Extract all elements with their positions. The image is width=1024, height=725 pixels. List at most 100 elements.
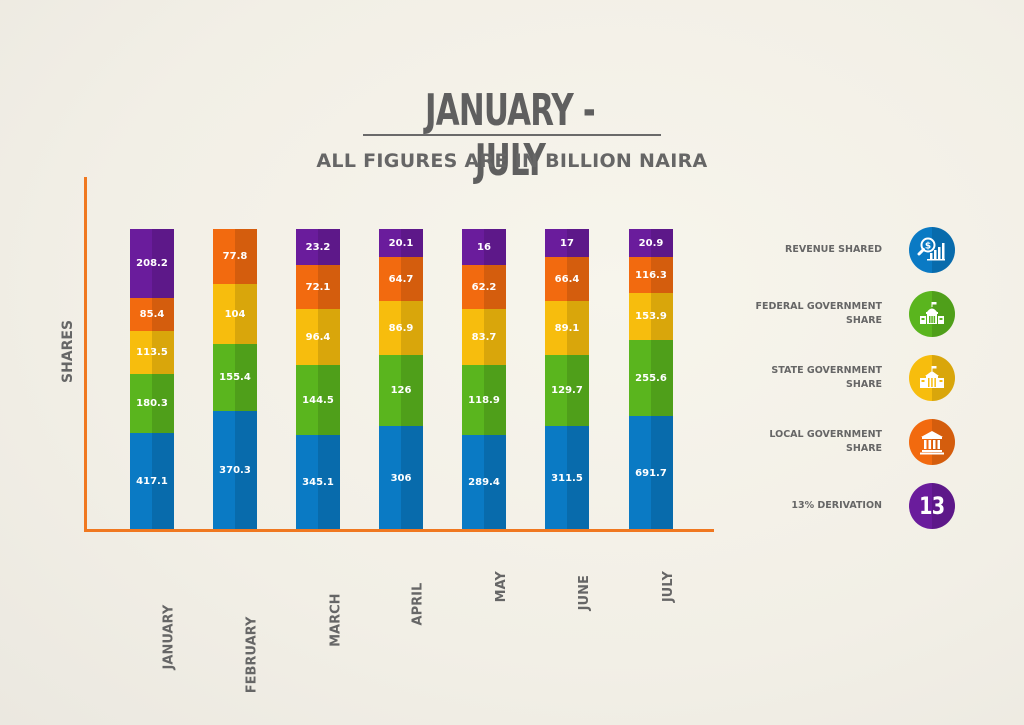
segment-value-label: 62.2: [471, 281, 497, 293]
thirteen-badge-icon: 13: [909, 483, 955, 529]
segment-value-label: 180.3: [136, 398, 168, 409]
bar-segment: 345.1: [296, 435, 340, 530]
x-tick-may: MAY: [474, 540, 509, 640]
bar-segment: 126: [379, 355, 423, 426]
bar-segment: 311.5: [545, 426, 589, 530]
bar-segment: 255.6: [629, 340, 673, 416]
segment-value-label: 77.8: [222, 251, 248, 262]
bar-july: 20.9 116.3 153.9 255.6 691.7: [629, 229, 673, 530]
segment-value-label: 20.1: [388, 237, 414, 249]
bar-january: 208.2 85.4 113.5 180.3 417.1: [130, 229, 174, 530]
x-tick-april: APRIL: [391, 540, 426, 640]
segment-value-label: 255.6: [635, 372, 667, 384]
legend-label: REVENUE SHARED: [785, 244, 882, 255]
segment-value-label: 129.7: [551, 385, 583, 396]
y-axis-label: SHARES: [60, 319, 76, 383]
y-axis-line: [84, 177, 87, 532]
bar-segment: 417.1: [130, 433, 174, 530]
month-label: MARCH: [328, 593, 343, 647]
bar-segment: 104: [213, 284, 257, 344]
segment-value-label: 153.9: [635, 311, 667, 322]
bar-segment: 20.9: [629, 229, 673, 257]
bar-segment: 129.7: [545, 355, 589, 426]
capitol-building-icon: [909, 291, 955, 337]
segment-value-label: 66.4: [554, 273, 580, 285]
chart-subtitle: ALL FIGURES ARE IN BILLION NAIRA: [316, 150, 708, 172]
x-tick-july: JULY: [641, 540, 676, 640]
x-tick-june: JUNE: [557, 540, 592, 640]
bar-segment: 153.9: [629, 293, 673, 340]
segment-value-label: 289.4: [468, 477, 500, 488]
segment-value-label: 345.1: [302, 477, 334, 488]
segment-value-label: 86.9: [388, 322, 414, 334]
bar-may: 16 62.2 83.7 118.9 289.4: [462, 229, 506, 530]
segment-value-label: 208.2: [136, 258, 168, 269]
legend-label: FEDERAL GOVERNMENT SHARE: [755, 301, 882, 326]
month-label: JUNE: [577, 575, 592, 611]
title-underline: [363, 134, 661, 136]
segment-value-label: 104: [224, 308, 246, 320]
legend-item-13-percent-derivation: 13% DERIVATION 13: [740, 483, 970, 529]
legend-item-revenue-shared: REVENUE SHARED $: [740, 227, 970, 273]
segment-value-label: 691.7: [635, 467, 667, 479]
legend-label: 13% DERIVATION: [791, 500, 882, 511]
bar-segment: 113.5: [130, 331, 174, 374]
bar-segment: 77.8: [213, 229, 257, 284]
month-label: APRIL: [411, 582, 426, 626]
segment-value-label: 96.4: [305, 331, 331, 343]
month-label: MAY: [494, 571, 509, 603]
segment-value-label: 89.1: [554, 322, 580, 334]
bar-segment: 66.4: [545, 257, 589, 301]
month-label: FEBRUARY: [245, 616, 260, 694]
month-label: JANUARY: [162, 604, 177, 670]
segment-value-label: 144.5: [302, 394, 334, 406]
bar-april: 20.1 64.7 86.9 126 306: [379, 229, 423, 530]
legend-item-federal-government-share: FEDERAL GOVERNMENT SHARE: [740, 291, 970, 337]
segment-value-label: 20.9: [638, 237, 664, 249]
bar-segment: 155.4: [213, 344, 257, 411]
bar-segment: 23.2: [296, 229, 340, 265]
x-axis-line: [84, 529, 714, 532]
bar-segment: 64.7: [379, 257, 423, 301]
svg-text:$: $: [925, 242, 931, 252]
bar-segment: 62.2: [462, 265, 506, 309]
x-tick-january: JANUARY: [142, 540, 177, 670]
segment-value-label: 85.4: [139, 309, 165, 320]
segment-value-label: 126: [390, 385, 412, 396]
segment-value-label: 16: [477, 241, 491, 253]
segment-value-label: 155.4: [219, 372, 251, 383]
segment-value-label: 72.1: [305, 281, 331, 293]
bar-june: 17 66.4 89.1 129.7 311.5: [545, 229, 589, 530]
bar-segment: 17: [545, 229, 589, 257]
bar-segment: 180.3: [130, 374, 174, 433]
bar-segment: 86.9: [379, 301, 423, 355]
columns-building-icon: [909, 419, 955, 465]
segment-value-label: 116.3: [635, 269, 667, 281]
bar-march: 23.2 72.1 96.4 144.5 345.1: [296, 229, 340, 530]
segment-value-label: 306: [390, 472, 412, 484]
segment-value-label: 311.5: [551, 472, 583, 484]
segment-value-label: 113.5: [136, 347, 168, 358]
legend-item-state-government-share: STATE GOVERNMENT SHARE: [740, 355, 970, 401]
segment-value-label: 17: [560, 237, 574, 249]
legend-item-local-government-share: LOCAL GOVERNMENT SHARE: [740, 419, 970, 465]
segment-value-label: 417.1: [136, 476, 168, 487]
month-label: JULY: [661, 571, 676, 603]
segment-value-label: 370.3: [219, 465, 251, 476]
segment-value-label: 83.7: [471, 331, 497, 343]
bar-february: 77.8 104 155.4 370.3: [213, 229, 257, 530]
bar-segment: 691.7: [629, 416, 673, 530]
x-tick-february: FEBRUARY: [225, 540, 260, 694]
bar-segment: 116.3: [629, 257, 673, 293]
segment-value-label: 118.9: [468, 394, 500, 406]
bar-segment: 20.1: [379, 229, 423, 257]
x-tick-march: MARCH: [308, 540, 343, 646]
bar-segment: 118.9: [462, 365, 506, 435]
bar-segment: 144.5: [296, 365, 340, 435]
bar-segment: 89.1: [545, 301, 589, 355]
bar-segment: 370.3: [213, 411, 257, 530]
bar-segment: 72.1: [296, 265, 340, 309]
bar-segment: 83.7: [462, 309, 506, 365]
segment-value-label: 23.2: [305, 241, 331, 253]
chart-title: JANUARY - JULY: [425, 85, 596, 186]
